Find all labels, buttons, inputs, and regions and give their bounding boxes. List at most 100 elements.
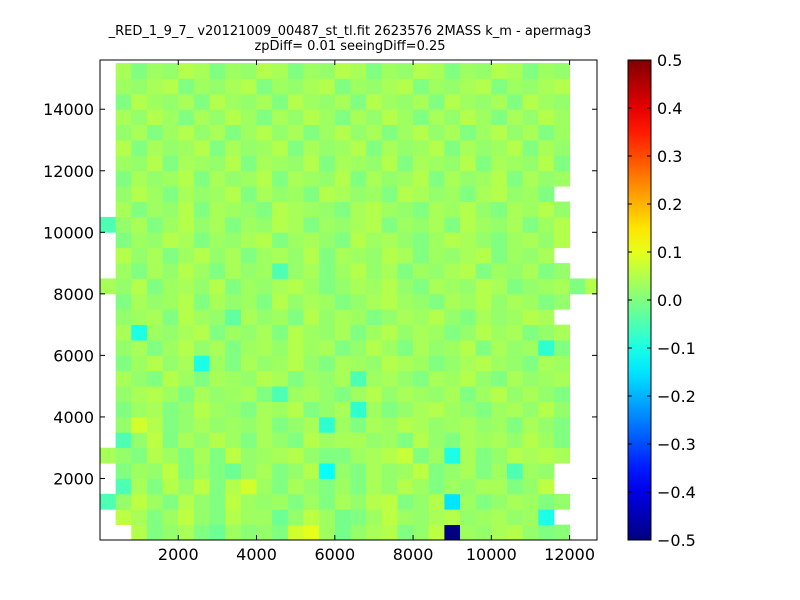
colorbar-tick-label: 0.1: [657, 243, 682, 262]
heatmap-cell: [506, 155, 524, 172]
heatmap-cell: [553, 324, 570, 341]
heatmap-cell: [413, 109, 430, 126]
heatmap-cell: [178, 216, 195, 233]
heatmap-cell: [240, 232, 257, 249]
heatmap-cell: [131, 263, 148, 279]
heatmap-cell: [475, 201, 492, 218]
heatmap-cell: [146, 63, 164, 79]
heatmap-cell: [334, 232, 351, 249]
heatmap-cell: [131, 370, 148, 387]
heatmap-cell: [397, 401, 414, 418]
heatmap-cell: [272, 447, 289, 464]
heatmap-cell: [146, 340, 164, 356]
heatmap-cell: [240, 124, 257, 141]
heatmap-cell: [225, 140, 242, 156]
heatmap-cell: [287, 278, 304, 295]
heatmap-cell: [381, 263, 398, 279]
heatmap-cell: [225, 63, 242, 79]
heatmap-cell: [146, 432, 164, 449]
heatmap-cell: [162, 63, 179, 79]
heatmap-cell: [413, 93, 430, 110]
heatmap-cell: [381, 201, 398, 218]
heatmap-cell: [131, 216, 148, 233]
heatmap-cell: [366, 432, 383, 449]
heatmap-cell: [240, 170, 257, 187]
heatmap-cell: [460, 140, 477, 156]
heatmap-cell: [381, 463, 398, 479]
heatmap-cell: [193, 463, 210, 479]
heatmap-cell: [131, 432, 148, 449]
heatmap-cell: [428, 463, 445, 479]
heatmap-cell: [272, 401, 289, 418]
heatmap-cell: [428, 416, 445, 433]
heatmap-cells: [100, 63, 597, 540]
heatmap-cell: [272, 278, 289, 295]
heatmap-cell: [146, 447, 164, 464]
heatmap-cell: [319, 370, 336, 387]
heatmap-cell: [475, 247, 492, 264]
heatmap-cell: [146, 493, 164, 510]
heatmap-cell: [225, 355, 242, 372]
heatmap-cell: [146, 155, 164, 172]
heatmap-cell: [553, 340, 570, 356]
heatmap-cell: [162, 493, 179, 510]
heatmap-cell: [475, 401, 492, 418]
heatmap-cell: [162, 124, 179, 141]
heatmap-cell: [366, 370, 383, 387]
heatmap-cell: [413, 201, 430, 218]
heatmap-cell: [428, 493, 445, 510]
heatmap-cell: [381, 355, 398, 372]
heatmap-cell: [225, 263, 242, 279]
heatmap-cell: [475, 263, 492, 279]
heatmap-cell: [553, 155, 570, 172]
heatmap-cell: [115, 416, 132, 433]
heatmap-cell: [413, 432, 430, 449]
heatmap-cell: [100, 278, 117, 295]
heatmap-cell: [522, 447, 539, 464]
heatmap-cell: [303, 216, 320, 233]
heatmap-cell: [334, 493, 351, 510]
heatmap-cell: [115, 124, 132, 141]
heatmap-cell: [131, 386, 148, 402]
heatmap-cell: [460, 155, 477, 172]
heatmap-cell: [538, 78, 555, 95]
heatmap-cell: [287, 309, 304, 326]
heatmap-cell: [506, 263, 524, 279]
heatmap-cell: [209, 370, 226, 387]
heatmap-cell: [569, 278, 586, 295]
heatmap-cell: [460, 109, 477, 126]
heatmap-cell: [366, 416, 383, 433]
heatmap-cell: [428, 201, 445, 218]
heatmap-cell: [491, 263, 508, 279]
heatmap-cell: [413, 524, 430, 540]
heatmap-cell: [240, 201, 257, 218]
heatmap-cell: [193, 524, 210, 540]
heatmap-cell: [397, 155, 414, 172]
heatmap-cell: [522, 109, 539, 126]
heatmap-cell: [319, 109, 336, 126]
heatmap-cell: [460, 432, 477, 449]
heatmap-cell: [538, 370, 555, 387]
heatmap-cell: [506, 447, 524, 464]
heatmap-cell: [225, 124, 242, 141]
heatmap-cell: [522, 324, 539, 341]
heatmap-cell: [538, 93, 555, 110]
heatmap-cell: [397, 109, 414, 126]
heatmap-cell: [444, 524, 461, 540]
heatmap-cell: [319, 155, 336, 172]
heatmap-cell: [444, 170, 461, 187]
heatmap-cell: [506, 478, 524, 495]
heatmap-cell: [350, 263, 367, 279]
heatmap-cell: [240, 416, 257, 433]
heatmap-cell: [178, 201, 195, 218]
heatmap-cell: [319, 140, 336, 156]
heatmap-cell: [178, 63, 195, 79]
heatmap-cell: [319, 493, 336, 510]
heatmap-cell: [162, 309, 179, 326]
heatmap-cell: [319, 186, 336, 202]
heatmap-cell: [303, 340, 320, 356]
y-tick-label: 4000: [53, 408, 94, 427]
heatmap-cell: [240, 93, 257, 110]
heatmap-cell: [209, 186, 226, 202]
heatmap-cell: [522, 463, 539, 479]
